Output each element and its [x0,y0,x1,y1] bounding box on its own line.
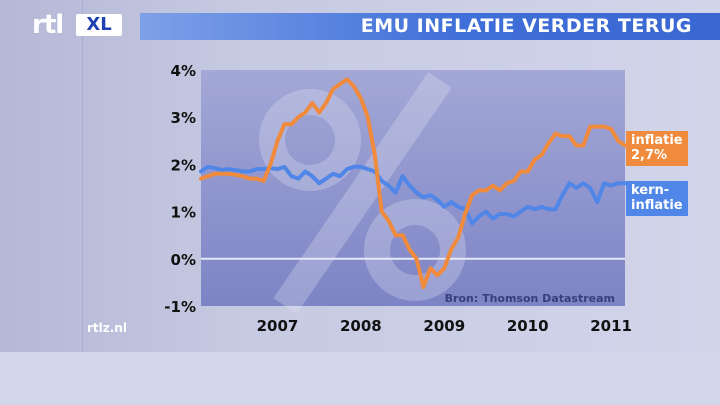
bottom-band [0,352,720,405]
legend-inflatie: inflatie 2,7% [626,131,688,166]
x-axis: 2007 2008 2009 2010 2011 [257,317,632,335]
x-tick-label: 2009 [423,317,465,335]
series-line-inflatie [199,77,627,290]
x-tick-label: 2011 [590,317,632,335]
x-tick-label: 2007 [257,317,299,335]
percent-watermark-icon [259,72,466,314]
y-tick-label: 1% [171,204,196,222]
legend-inflatie-label: inflatie 2,7% [631,133,683,163]
series-lines [199,77,627,290]
y-tick-label: 4% [171,62,196,80]
y-tick-label: 0% [171,251,196,269]
y-tick-label: 2% [171,156,196,174]
logo-badge: XL [76,14,122,36]
x-tick-label: 2010 [507,317,549,335]
rtl-xl-logo: rtl XL [32,10,124,40]
legend-kern: kern- inflatie [626,181,688,216]
series-line-kern-inflatie [199,164,627,226]
y-tick-label: 3% [171,109,196,127]
legend-kern-label: kern- inflatie [631,183,683,213]
site-url: rtlz.nl [87,321,127,335]
y-axis: 4% 3% 2% 1% 0% -1% [164,62,196,316]
y-tick-label: -1% [164,298,196,316]
logo-text: rtl [32,10,64,40]
divider-line [82,0,83,352]
source-note: Bron: Thomson Datastream [445,292,615,305]
title-bar: EMU INFLATIE VERDER TERUG [140,13,720,40]
x-tick-label: 2008 [340,317,382,335]
chart-title: EMU INFLATIE VERDER TERUG [360,15,692,37]
